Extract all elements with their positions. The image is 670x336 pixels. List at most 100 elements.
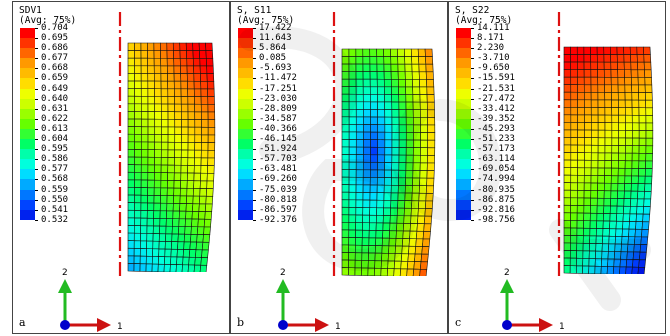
mesh-element: [617, 183, 625, 192]
mesh-element: [384, 147, 393, 156]
variable-name: S, S22: [455, 5, 490, 16]
mesh-element: [594, 265, 602, 274]
mesh-element: [420, 117, 428, 126]
mesh-element: [420, 147, 428, 156]
mesh-element: [597, 92, 606, 101]
mesh-element: [419, 261, 428, 270]
mesh-element: [146, 225, 154, 234]
mesh-element: [127, 217, 135, 226]
mesh-element: [610, 54, 618, 63]
mesh-element: [411, 185, 420, 194]
legend-value: 0.532: [41, 214, 69, 225]
mesh-element: [618, 114, 626, 124]
mesh-element: [133, 240, 141, 249]
mesh-element: [630, 190, 639, 200]
mesh-element: [154, 111, 162, 120]
legend-value: 0.586: [41, 154, 69, 165]
mesh-element: [617, 84, 626, 93]
mesh-element: [637, 183, 646, 192]
mesh-element: [412, 268, 421, 276]
mesh-element: [597, 107, 606, 116]
mesh-element: [577, 174, 585, 184]
mesh-element: [179, 187, 188, 197]
mesh-element: [597, 129, 606, 139]
mesh-element: [398, 154, 407, 163]
axis-triad-c: 2 1: [500, 268, 565, 332]
mesh-element: [612, 266, 621, 274]
variable-name: S, S11: [237, 5, 272, 16]
mesh-element: [570, 167, 578, 176]
mesh-element: [624, 160, 633, 169]
mesh-element: [616, 213, 624, 222]
legend-value: 0.559: [41, 184, 69, 195]
mesh-element: [645, 122, 654, 131]
mesh-element: [355, 101, 364, 110]
mesh-element: [603, 54, 612, 63]
mesh-element: [623, 46, 631, 55]
mesh-element: [611, 137, 619, 146]
mesh-element: [165, 233, 173, 242]
mesh-element: [595, 250, 603, 260]
mesh-element: [172, 210, 180, 220]
mesh-element: [187, 103, 195, 113]
legend-value: -51.924: [259, 144, 297, 155]
mesh-element: [127, 126, 135, 135]
mesh-element: [396, 222, 405, 232]
mesh-element: [157, 263, 165, 272]
mesh-element: [405, 124, 414, 133]
mesh-element: [154, 96, 162, 105]
mesh-element: [185, 203, 194, 212]
mesh-element: [369, 199, 378, 209]
mesh-element: [616, 198, 625, 207]
mesh-element: [590, 175, 599, 184]
mesh-element: [617, 175, 626, 184]
mesh-element: [597, 152, 606, 161]
mesh-element: [348, 146, 357, 155]
mesh-element: [362, 214, 370, 224]
mesh-element: [341, 101, 350, 110]
mesh-element: [416, 223, 425, 232]
mesh-element: [645, 160, 653, 169]
mesh-element: [397, 200, 406, 209]
mesh-element: [160, 50, 168, 59]
mesh-element: [583, 190, 592, 199]
mesh-element: [167, 149, 175, 158]
mesh-element: [405, 86, 414, 95]
mesh-element: [166, 187, 175, 197]
mesh-element: [604, 84, 612, 93]
mesh-element: [147, 73, 155, 82]
mesh-element: [158, 240, 166, 250]
mesh-element: [207, 165, 215, 174]
mesh-element: [173, 50, 181, 59]
mesh-element: [570, 69, 578, 78]
mesh-element: [341, 48, 350, 57]
mesh-element: [411, 56, 420, 65]
mesh-element: [133, 263, 141, 272]
mesh-element: [625, 114, 633, 124]
mesh-element: [197, 218, 206, 228]
mesh-element: [405, 116, 414, 126]
mesh-element: [348, 48, 357, 57]
legend-value: -86.597: [259, 204, 297, 215]
mesh-element: [348, 56, 357, 65]
mesh-element: [418, 200, 427, 209]
legend-value: 0.613: [41, 123, 69, 134]
mesh-element: [412, 147, 421, 156]
mesh-element: [418, 71, 427, 80]
mesh-element: [570, 107, 578, 116]
mesh-element: [643, 190, 652, 200]
mesh-element: [602, 220, 611, 229]
mesh-element: [577, 84, 585, 93]
mesh-element: [609, 46, 618, 55]
mesh-element: [611, 107, 619, 116]
mesh-element: [200, 80, 208, 90]
mesh-element: [180, 96, 189, 105]
mesh-element: [390, 200, 399, 209]
mesh-element: [160, 195, 168, 204]
axis-triad-a: 2 1: [58, 268, 123, 332]
symmetry-line-a: [118, 12, 122, 280]
mesh-element: [570, 144, 578, 153]
mesh-element: [638, 99, 647, 109]
mesh-element: [577, 69, 585, 78]
mesh-element: [590, 61, 598, 70]
